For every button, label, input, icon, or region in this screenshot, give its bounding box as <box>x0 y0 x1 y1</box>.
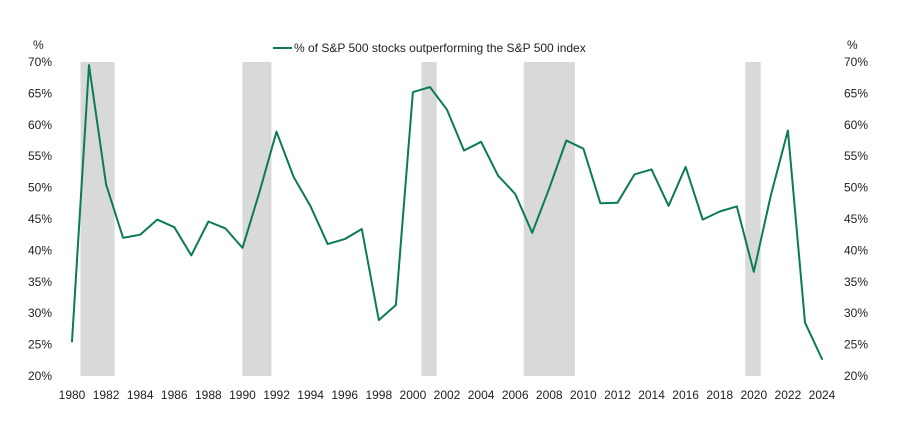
legend: % of S&P 500 stocks outperforming the S&… <box>273 41 586 55</box>
y-tick-right-label: 45% <box>844 212 868 226</box>
y-tick-left-label: 40% <box>28 243 52 257</box>
x-tick-label: 2004 <box>468 388 495 402</box>
y-axis-right: 20% 25% 30% 35% 40% 45% 50% 55% 60% 65% 70% <box>844 55 868 383</box>
right-axis-unit: % <box>847 38 858 52</box>
y-tick-left-label: 30% <box>28 306 52 320</box>
y-tick-left-label: 70% <box>28 55 52 69</box>
x-tick-label: 2008 <box>536 388 563 402</box>
y-tick-left-label: 55% <box>28 149 52 163</box>
y-tick-right-label: 55% <box>844 149 868 163</box>
x-tick-label: 1986 <box>161 388 188 402</box>
recession-band-3 <box>523 62 575 376</box>
x-tick-label: 1988 <box>195 388 222 402</box>
y-tick-left-label: 60% <box>28 118 52 132</box>
x-tick-label: 2010 <box>570 388 597 402</box>
y-tick-left-label: 50% <box>28 181 52 195</box>
y-tick-right-label: 40% <box>844 243 868 257</box>
x-tick-label: 1998 <box>365 388 392 402</box>
x-tick-label: 2020 <box>740 388 767 402</box>
y-axis-left: 20% 25% 30% 35% 40% 45% 50% 55% 60% 65% 70% <box>28 55 52 383</box>
y-tick-left-label: 45% <box>28 212 52 226</box>
x-tick-label: 2006 <box>502 388 529 402</box>
legend-label: % of S&P 500 stocks outperforming the S&… <box>294 41 586 55</box>
x-tick-label: 1984 <box>127 388 154 402</box>
y-tick-right-label: 30% <box>844 306 868 320</box>
x-tick-label: 2022 <box>775 388 802 402</box>
y-tick-right-label: 65% <box>844 86 868 100</box>
x-tick-label: 2024 <box>809 388 836 402</box>
x-tick-label: 1992 <box>263 388 290 402</box>
y-tick-left-label: 25% <box>28 338 52 352</box>
x-tick-label: 1982 <box>93 388 120 402</box>
x-tick-label: 2016 <box>672 388 699 402</box>
recession-bands <box>80 62 761 376</box>
x-tick-label: 2014 <box>638 388 665 402</box>
x-tick-label: 1980 <box>59 388 86 402</box>
y-tick-right-label: 25% <box>844 338 868 352</box>
series-group <box>71 64 823 360</box>
recession-band-4 <box>745 62 761 376</box>
x-tick-label: 2012 <box>604 388 631 402</box>
y-tick-right-label: 60% <box>844 118 868 132</box>
y-tick-left-label: 65% <box>28 86 52 100</box>
recession-band-2 <box>421 62 437 376</box>
y-tick-left-label: 35% <box>28 275 52 289</box>
x-tick-label: 2000 <box>400 388 427 402</box>
y-tick-right-label: 70% <box>844 55 868 69</box>
x-tick-label: 2018 <box>706 388 733 402</box>
y-tick-left-label: 20% <box>28 369 52 383</box>
y-tick-right-label: 50% <box>844 181 868 195</box>
left-axis-unit: % <box>33 38 44 52</box>
x-tick-label: 1994 <box>297 388 324 402</box>
x-tick-label: 1990 <box>229 388 256 402</box>
x-tick-label: 1996 <box>331 388 358 402</box>
series-line-0 <box>71 64 823 360</box>
recession-band-1 <box>242 62 272 376</box>
y-tick-right-label: 20% <box>844 369 868 383</box>
x-axis: 1980 1982 1984 1986 1988 1990 1992 1994 1996 1998… <box>59 388 836 402</box>
y-tick-right-label: 35% <box>844 275 868 289</box>
x-tick-label: 2002 <box>434 388 461 402</box>
